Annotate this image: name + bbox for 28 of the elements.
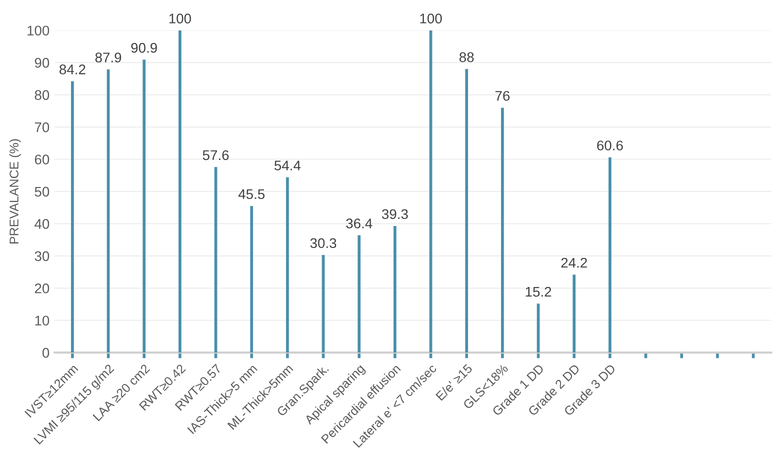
- data-label: 84.2: [60, 64, 86, 74]
- data-label: 100: [169, 14, 191, 24]
- y-tick-label: 10: [35, 316, 50, 326]
- data-label: 30.3: [310, 238, 336, 248]
- data-label: 57.6: [202, 150, 229, 160]
- data-label: 24.2: [561, 258, 587, 268]
- y-tick-label: 20: [34, 283, 50, 294]
- y-tick-label: 60: [34, 154, 50, 164]
- y-tick-label: 40: [34, 219, 50, 229]
- data-label: 100: [420, 14, 442, 24]
- y-axis-title: PREVALANCE (%): [9, 139, 21, 244]
- data-label: 88: [460, 52, 474, 62]
- data-label: 90.9: [131, 42, 157, 53]
- data-label: 15.2: [526, 286, 552, 297]
- data-label: 39.3: [382, 209, 408, 220]
- data-label: 60.6: [597, 140, 623, 150]
- data-label: 54.4: [274, 160, 301, 170]
- data-label: 87.9: [95, 52, 122, 62]
- y-tick-label: 70: [34, 122, 50, 132]
- y-tick-label: 50: [34, 186, 50, 197]
- data-label: 76: [495, 90, 510, 101]
- y-tick-label: 100: [28, 26, 50, 36]
- y-tick-label: 80: [34, 90, 50, 100]
- data-label: 45.5: [238, 189, 265, 200]
- y-tick-label: 0: [42, 348, 50, 358]
- y-tick-label: 90: [34, 58, 50, 68]
- y-tick-label: 30: [34, 251, 50, 262]
- data-label: 36.4: [346, 218, 372, 228]
